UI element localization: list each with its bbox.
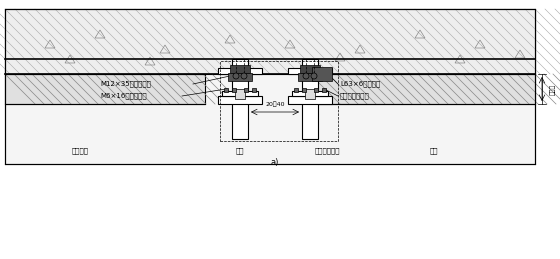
Text: 挂件: 挂件 xyxy=(430,148,438,154)
Bar xyxy=(5,9,535,74)
Text: M12×35不锈钐螺栀: M12×35不锈钐螺栀 xyxy=(100,81,151,87)
Bar xyxy=(322,88,326,92)
Bar xyxy=(312,67,332,81)
Bar xyxy=(314,88,318,92)
Text: 20～40: 20～40 xyxy=(265,102,284,107)
Bar xyxy=(235,89,245,99)
Text: 可调节: 可调节 xyxy=(550,83,556,95)
Bar xyxy=(294,88,298,92)
Bar xyxy=(222,91,258,96)
Text: 陶土挂板: 陶土挂板 xyxy=(72,148,88,154)
Text: 垂直间隔龙骨: 垂直间隔龙骨 xyxy=(315,148,340,154)
Bar xyxy=(232,59,248,139)
Bar xyxy=(220,61,338,141)
Bar xyxy=(252,88,256,92)
Circle shape xyxy=(311,73,317,79)
Text: a): a) xyxy=(271,157,279,167)
Text: 龙骨: 龙骨 xyxy=(236,148,244,154)
Bar xyxy=(218,68,262,74)
Bar xyxy=(244,88,248,92)
Bar xyxy=(224,88,228,92)
Bar xyxy=(310,74,535,104)
Bar xyxy=(218,96,262,104)
Bar xyxy=(5,9,535,164)
Circle shape xyxy=(303,73,309,79)
Bar xyxy=(298,73,322,81)
Bar xyxy=(302,88,306,92)
Bar xyxy=(292,91,328,96)
Bar xyxy=(5,74,205,104)
Bar xyxy=(305,89,315,99)
Bar xyxy=(300,65,320,73)
Circle shape xyxy=(233,73,239,79)
Text: 不锈钐连接螺钉: 不锈钐连接螺钉 xyxy=(340,93,370,99)
Text: L63×6镈锁角钢: L63×6镈锁角钢 xyxy=(340,81,380,87)
Bar xyxy=(232,88,236,92)
Bar xyxy=(288,96,332,104)
Bar xyxy=(288,68,332,74)
Bar xyxy=(228,73,252,81)
Circle shape xyxy=(241,73,247,79)
Bar xyxy=(302,59,318,139)
Text: M6×16不锈钐螺栀: M6×16不锈钐螺栀 xyxy=(100,93,147,99)
Bar xyxy=(230,65,250,73)
